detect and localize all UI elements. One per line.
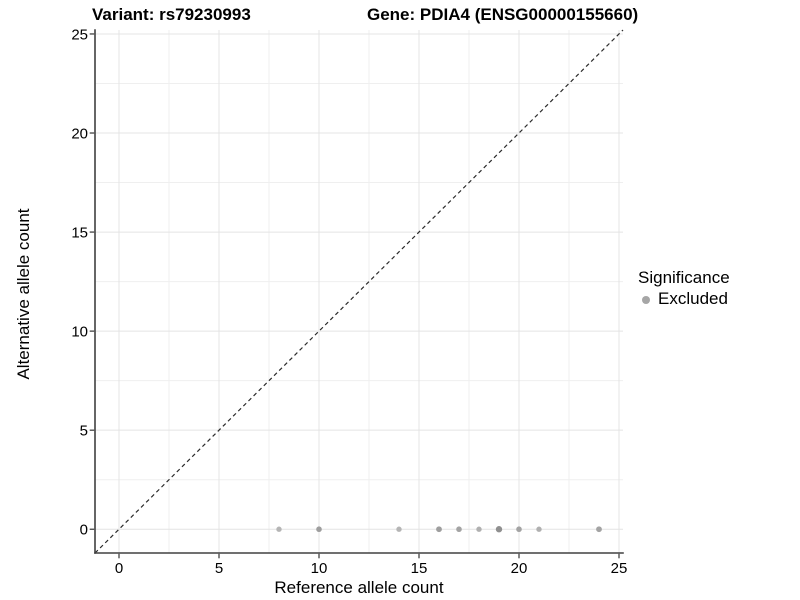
data-point bbox=[396, 526, 402, 532]
legend-point-icon bbox=[642, 296, 650, 304]
x-tick-label: 0 bbox=[115, 560, 123, 577]
data-point bbox=[436, 526, 442, 533]
x-tick-label: 25 bbox=[611, 560, 628, 577]
x-tick-label: 20 bbox=[511, 560, 528, 577]
data-point bbox=[316, 526, 322, 533]
x-tick-label: 10 bbox=[311, 560, 328, 577]
y-tick-label: 5 bbox=[80, 422, 88, 439]
data-point bbox=[456, 526, 462, 533]
legend-item-label: Excluded bbox=[658, 289, 728, 308]
data-point bbox=[495, 526, 503, 533]
y-axis-title: Alternative allele count bbox=[14, 208, 33, 380]
data-point bbox=[476, 526, 482, 532]
y-tick-label: 15 bbox=[71, 224, 88, 241]
data-point bbox=[536, 526, 542, 532]
plot-title-gene: Gene: PDIA4 (ENSG00000155660) bbox=[367, 5, 639, 24]
data-point bbox=[276, 526, 282, 532]
x-axis-title: Reference allele count bbox=[274, 578, 444, 597]
data-point bbox=[596, 526, 602, 533]
plot-title-variant: Variant: rs79230993 bbox=[92, 5, 251, 24]
x-tick-label: 5 bbox=[215, 560, 223, 577]
y-tick-label: 0 bbox=[80, 522, 88, 539]
y-tick-label: 25 bbox=[71, 26, 88, 43]
data-point bbox=[516, 526, 522, 533]
y-tick-label: 20 bbox=[71, 125, 88, 142]
legend-title: Significance bbox=[638, 268, 730, 287]
x-tick-label: 15 bbox=[411, 560, 428, 577]
y-tick-label: 10 bbox=[71, 323, 88, 340]
identity-line bbox=[94, 29, 624, 554]
